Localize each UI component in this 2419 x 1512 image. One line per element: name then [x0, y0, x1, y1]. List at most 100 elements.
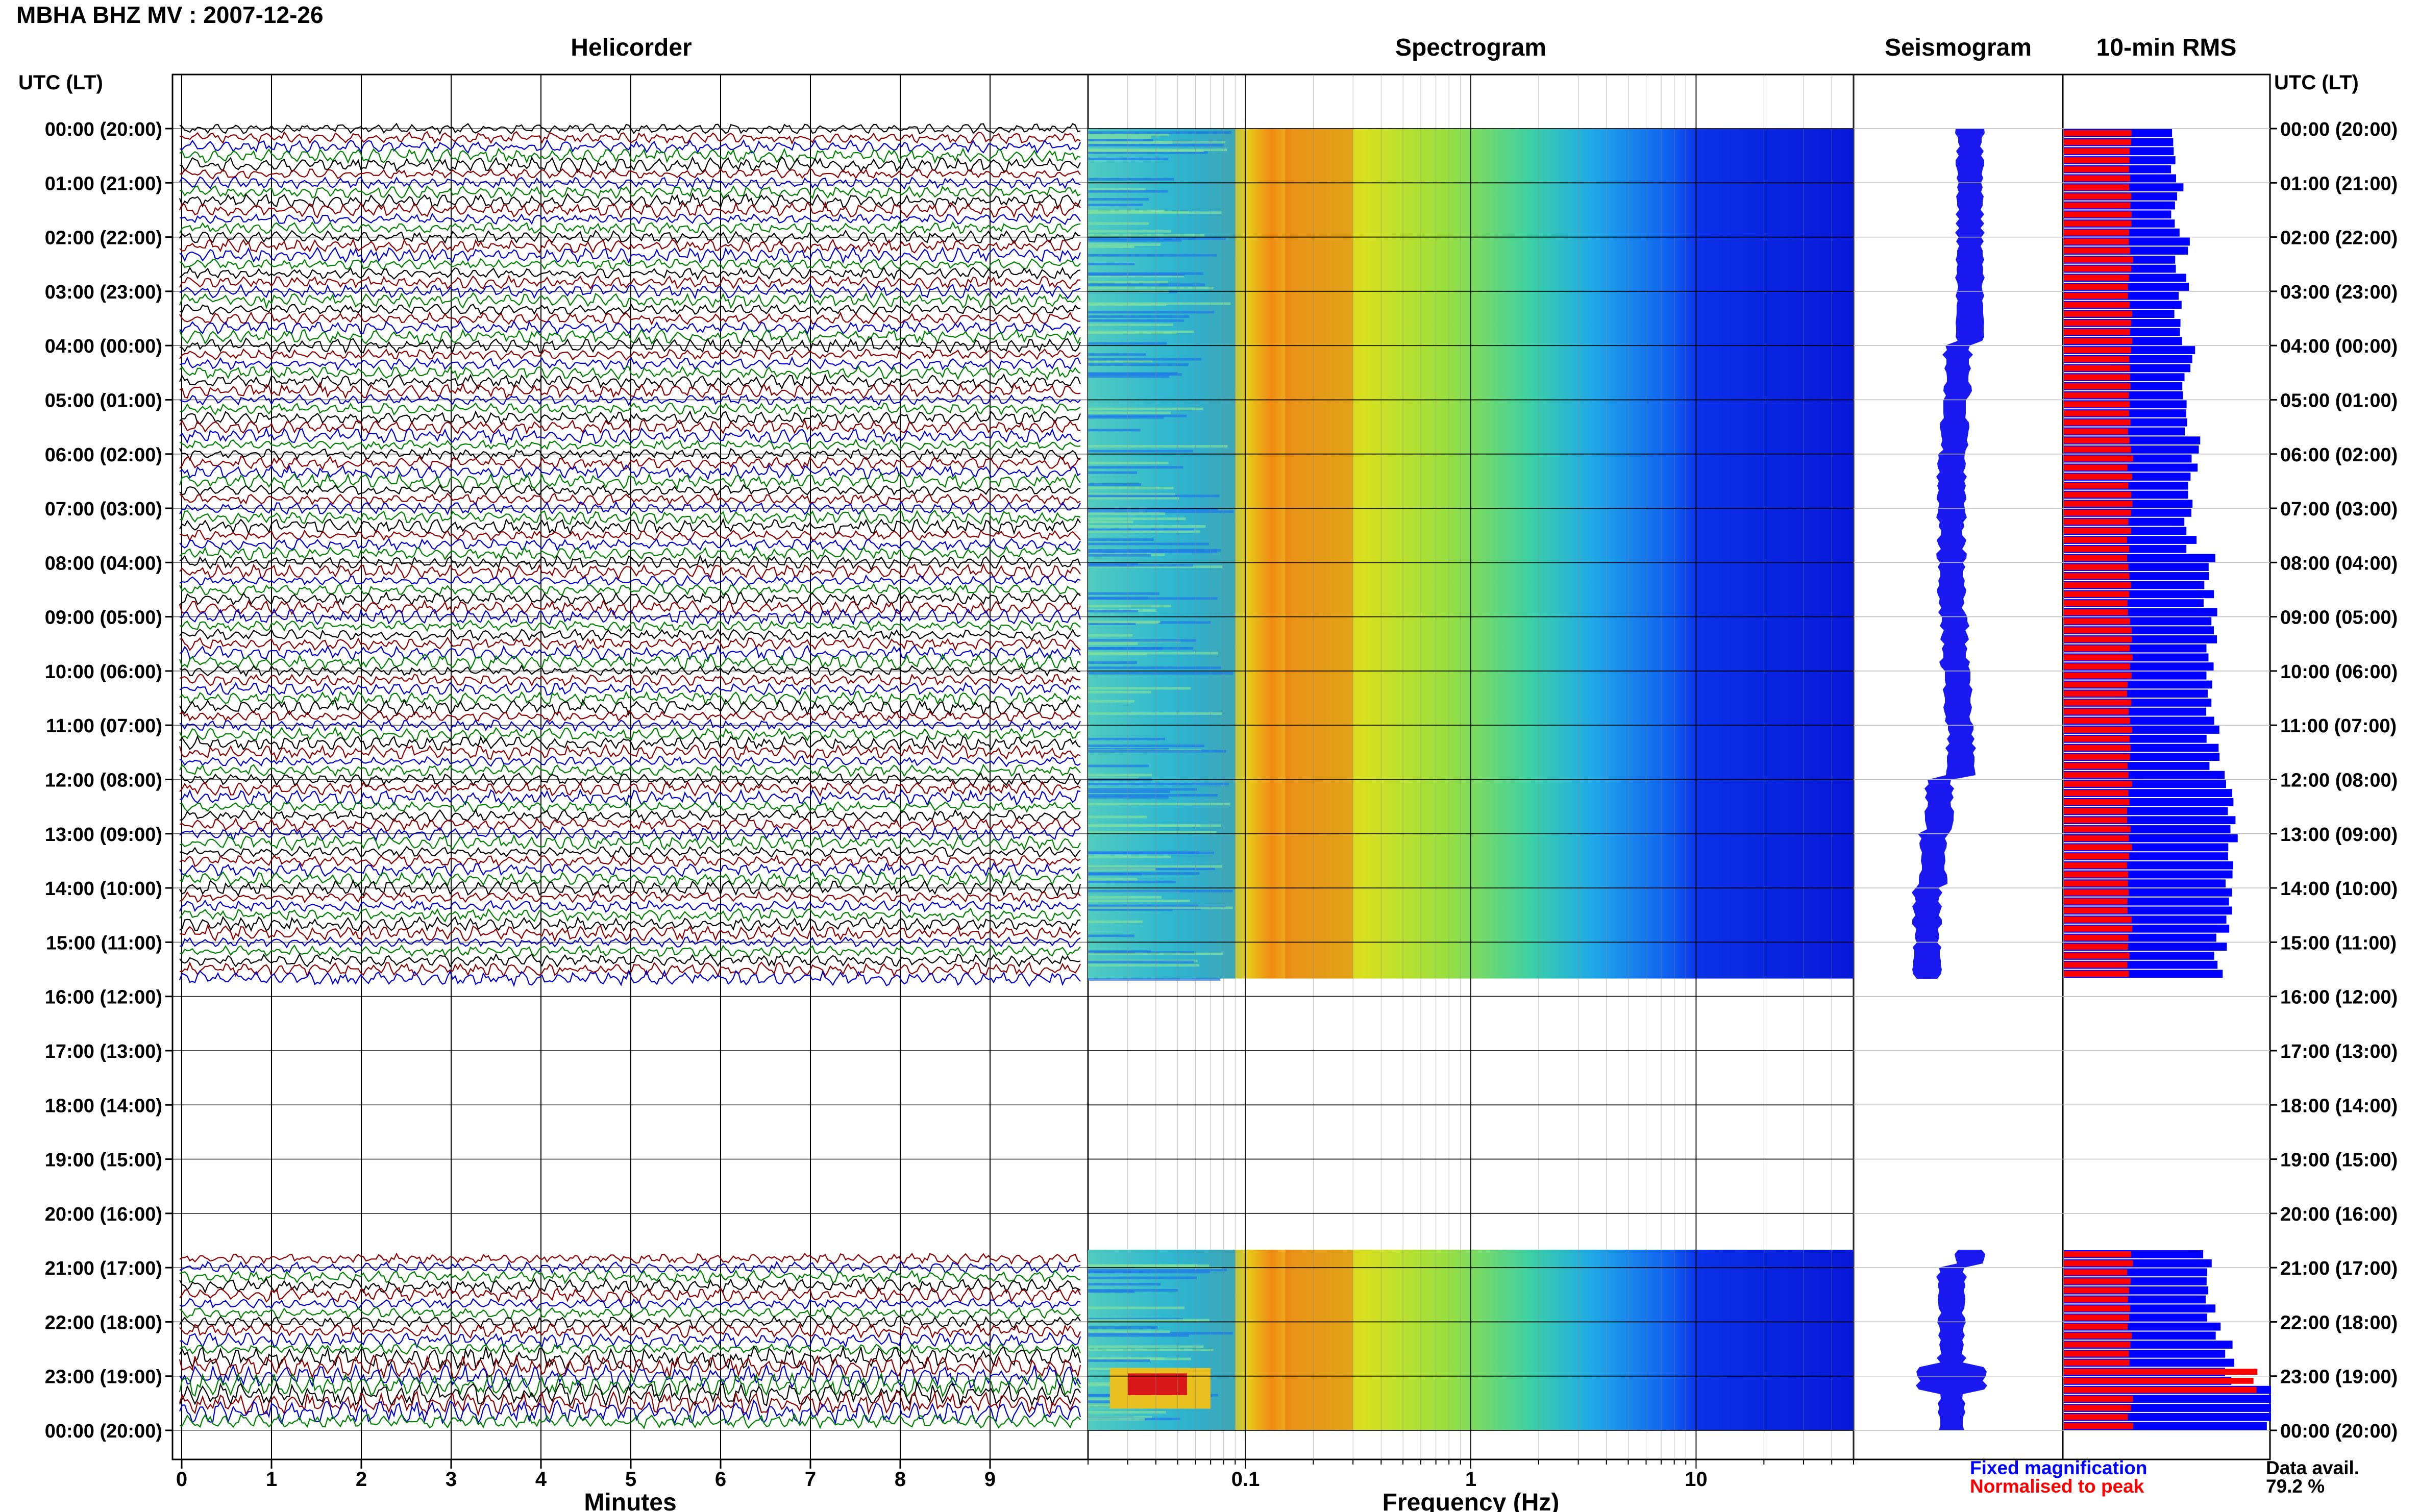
spectrogram-streak [1088, 803, 1230, 806]
helicorder-trace [179, 1362, 1081, 1389]
spectrogram-streak [1088, 865, 1222, 868]
spectrogram-streak [1088, 1276, 1197, 1279]
spectrogram-streak [1088, 661, 1138, 664]
spectrogram-streak [1088, 375, 1170, 378]
left-time-label: 00:00 (20:00) [45, 119, 162, 140]
rms-normalised-bar [2064, 1323, 2128, 1330]
spectrogram-x-tick-label: 1 [1465, 1468, 1476, 1491]
helicorder-trace [179, 238, 1081, 254]
helicorder-trace [179, 456, 1081, 471]
spectrogram-streak [1088, 528, 1194, 531]
rms-normalised-bar [2064, 636, 2132, 642]
helicorder-trace [179, 258, 1081, 271]
helicorder-trace [179, 266, 1081, 281]
rms-normalised-bar [2064, 772, 2129, 778]
left-time-label: 01:00 (21:00) [45, 173, 162, 194]
spectrogram-streak [1088, 315, 1190, 318]
rms-normalised-bar [2064, 1414, 2128, 1420]
rms-normalised-bar [2064, 157, 2130, 163]
spectrogram-x-axis-label: Frequency (Hz) [1383, 1489, 1560, 1512]
helicorder-trace [179, 699, 1081, 716]
rms-normalised-bar [2064, 700, 2132, 706]
left-time-label: 07:00 (03:00) [45, 499, 162, 520]
rms-normalised-bar [2064, 1269, 2128, 1276]
spectrogram-streak [1088, 1326, 1158, 1329]
helicorder-trace [179, 1269, 1081, 1284]
left-time-label: 17:00 (13:00) [45, 1041, 162, 1062]
helicorder-trace [179, 131, 1081, 145]
helicorder-trace [179, 176, 1081, 190]
chart-title: MBHA BHZ MV : 2007-12-26 [16, 2, 324, 28]
rms-normalised-bar [2064, 491, 2132, 498]
rms-normalised-bar [2064, 627, 2132, 634]
right-time-label: 17:00 (13:00) [2280, 1041, 2398, 1062]
right-time-label: 11:00 (07:00) [2280, 715, 2397, 737]
spectrogram-streak [1088, 737, 1165, 740]
rms-normalised-bar [2064, 591, 2130, 598]
rms-normalised-bar [2064, 166, 2129, 172]
right-time-axis-title: UTC (LT) [2274, 71, 2359, 94]
helicorder-trace [179, 710, 1081, 722]
spectrogram-streak [1088, 151, 1208, 154]
left-time-label: 20:00 (16:00) [45, 1204, 162, 1225]
spectrogram-streak [1088, 610, 1139, 613]
spectrogram-streak [1088, 1269, 1227, 1272]
helicorder-trace [179, 246, 1081, 264]
rms-normalised-bar [2064, 808, 2128, 814]
spectrogram-streak [1088, 687, 1191, 690]
spectrogram-streak [1088, 494, 1220, 498]
spectrogram-streak [1088, 564, 1193, 567]
rms-normalised-bar [2064, 374, 2130, 381]
rms-normalised-bar [2064, 1332, 2132, 1339]
spectrogram-streak [1088, 815, 1147, 819]
legend-fixed-magnification: Fixed magnification [1970, 1457, 2148, 1478]
helicorder-x-tick-label: 3 [446, 1468, 457, 1491]
left-time-label: 10:00 (06:00) [45, 661, 162, 683]
spectrogram-streak [1088, 666, 1221, 670]
spectrogram-streak [1088, 851, 1200, 854]
right-time-label: 18:00 (14:00) [2280, 1095, 2398, 1117]
spectrogram-streak [1088, 510, 1234, 513]
rms-normalised-bar [2064, 410, 2129, 416]
helicorder-trace [179, 348, 1081, 361]
spectrogram-streak [1088, 542, 1209, 546]
helicorder-trace [180, 1331, 1081, 1349]
rms-normalised-bar [2064, 220, 2132, 227]
rms-normalised-bar [2064, 184, 2130, 191]
rms-normalised-bar [2064, 329, 2130, 335]
spectrogram-streak [1088, 952, 1223, 955]
helicorder-trace [179, 826, 1081, 842]
left-time-label: 12:00 (08:00) [45, 770, 162, 791]
helicorder-trace [179, 636, 1081, 652]
rms-normalised-bar [2064, 392, 2129, 399]
rms-normalised-bar [2064, 1305, 2131, 1312]
helicorder-trace [179, 1260, 1081, 1274]
right-time-label: 03:00 (23:00) [2280, 282, 2398, 303]
helicorder-trace [179, 628, 1081, 641]
rms-normalised-bar [2064, 916, 2132, 923]
rms-normalised-bar [2064, 853, 2129, 859]
spectrogram-streak [1088, 283, 1205, 286]
spectrogram-streak [1088, 549, 1221, 552]
spectrogram-streak [1088, 1334, 1189, 1337]
rms-normalised-bar [2064, 193, 2132, 200]
spectrogram-streak [1088, 445, 1228, 448]
spectrogram-streak [1088, 330, 1194, 333]
left-time-label: 11:00 (07:00) [46, 715, 162, 737]
spectrogram-streak [1088, 245, 1134, 248]
rms-normalised-bar [2064, 356, 2130, 362]
rms-normalised-bar [2064, 148, 2130, 155]
spectrogram-streak [1088, 1319, 1210, 1322]
spectrogram-streak [1088, 414, 1187, 417]
helicorder-trace [179, 834, 1081, 852]
rms-normalised-bar [2064, 428, 2128, 435]
spectrogram-streak [1088, 712, 1222, 715]
spectrogram-streak [1088, 450, 1193, 453]
helicorder-trace [179, 969, 1081, 987]
seismogram-trace [1912, 129, 1985, 979]
spectrogram-streak [1088, 538, 1154, 541]
spectrogram-streak [1088, 136, 1151, 139]
spectrogram-streak [1088, 652, 1218, 655]
helicorder-x-tick-label: 0 [176, 1468, 187, 1491]
helicorder-trace [179, 139, 1081, 154]
